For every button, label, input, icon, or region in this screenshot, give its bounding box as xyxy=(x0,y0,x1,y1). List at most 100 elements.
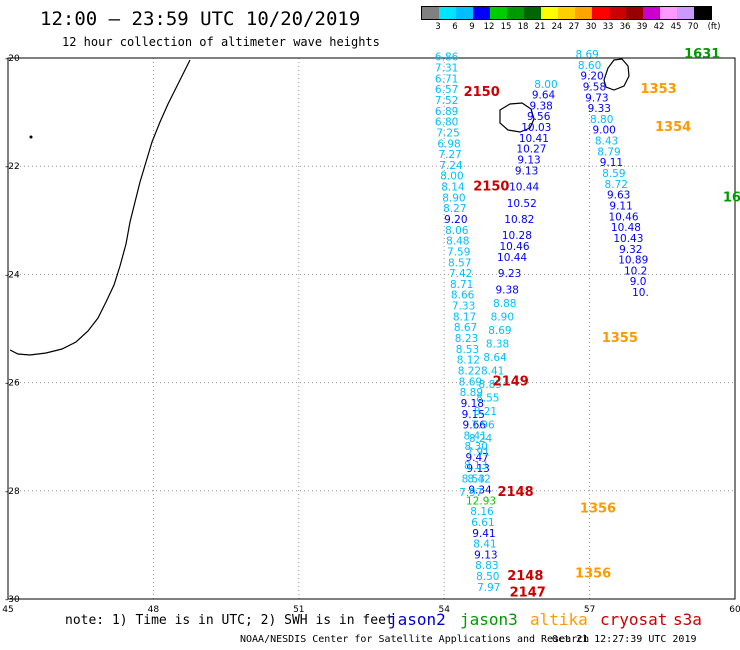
lon-tick-label: 57 xyxy=(584,605,595,615)
swh-value-label: 10.82 xyxy=(504,214,534,226)
reunion-coastline xyxy=(499,102,535,133)
colorbar-tick-label: 24 xyxy=(551,22,563,32)
colorbar-tick-label: 21 xyxy=(534,22,546,32)
swh-value-label: 8.53 xyxy=(456,344,479,356)
colorbar-swatch xyxy=(660,7,677,19)
swh-value-label: 10.89 xyxy=(618,255,648,267)
swh-value-label: 9.13 xyxy=(515,165,538,177)
pass-time-label: 2150 xyxy=(464,85,500,100)
pass-time-label: 2148 xyxy=(498,485,534,500)
swh-value-label: 9.66 xyxy=(463,420,487,432)
colorbar-tick-label: 42 xyxy=(653,22,665,32)
swh-value-label: 8.71 xyxy=(450,279,473,291)
swh-value-label: 8.57 xyxy=(448,257,471,269)
colorbar-swatch xyxy=(643,7,660,19)
swh-value-label: 8.67 xyxy=(454,322,477,334)
swh-value-label: 7.59 xyxy=(447,246,470,258)
colorbar-swatch xyxy=(439,7,456,19)
colorbar-swatch xyxy=(609,7,626,19)
swh-value-label: 8.43 xyxy=(595,136,618,148)
swh-value-label: 10.46 xyxy=(608,211,638,223)
swh-value-label: 10.52 xyxy=(507,198,537,210)
swh-value-label: 8.90 xyxy=(491,311,514,323)
pass-time-label: 1353 xyxy=(640,82,676,97)
colorbar-swatch xyxy=(456,7,473,19)
swh-colorbar xyxy=(421,6,712,20)
lat-tick-label: -28 xyxy=(5,487,20,497)
swh-value-label: 8.85 xyxy=(479,379,502,391)
madagascar-coastline xyxy=(9,59,191,356)
colorbar-swatch xyxy=(541,7,558,19)
swh-value-label: 12.93 xyxy=(466,495,496,507)
swh-value-label: 7.91 xyxy=(466,447,489,459)
colorbar-swatch xyxy=(473,7,490,19)
page-title: 12:00 – 23:59 UTC 10/20/2019 xyxy=(40,8,361,30)
colorbar-swatch xyxy=(558,7,575,19)
swh-value-label: 8.23 xyxy=(455,333,478,345)
swh-value-label: 9.20 xyxy=(580,71,603,83)
footer-credit: NOAA/NESDIS Center for Satellite Applica… xyxy=(240,634,590,645)
colorbar-tick-label: 18 xyxy=(517,22,529,32)
legend-note: note: 1) Time is in UTC; 2) SWH is in fe… xyxy=(65,613,394,628)
colorbar-swatch xyxy=(575,7,592,19)
swh-value-label: 8.60 xyxy=(578,60,601,72)
swh-value-label: 8.30 xyxy=(464,441,487,453)
colorbar-tick-label: 12 xyxy=(483,22,495,32)
colorbar-swatch xyxy=(507,7,524,19)
swh-value-label: 8.22 xyxy=(458,365,481,377)
swh-value-label: 6.86 xyxy=(435,52,459,64)
swh-value-label: 8.24 xyxy=(469,433,493,445)
swh-value-label: 8.21 xyxy=(474,406,497,418)
colorbar-swatch xyxy=(524,7,541,19)
swh-value-label: 9.38 xyxy=(496,284,519,296)
pass-time-label: 1631 xyxy=(684,47,720,62)
swh-value-label: 8.41 xyxy=(464,430,487,442)
swh-value-label: 9.47 xyxy=(465,452,488,464)
swh-value-label: 10.27 xyxy=(516,144,546,156)
swh-value-label: 8.66 xyxy=(451,290,475,302)
swh-value-label: 8.41 xyxy=(473,539,496,551)
swh-value-label: 8.14 xyxy=(441,182,465,194)
pass-time-label: 2148 xyxy=(507,569,543,584)
colorbar-swatch xyxy=(422,7,439,19)
swh-value-label: 10.48 xyxy=(611,222,641,234)
swh-value-label: 9.18 xyxy=(461,398,484,410)
legend-jason3: jason3 xyxy=(460,610,518,629)
swh-value-label: 8.38 xyxy=(486,338,509,350)
colorbar-swatch xyxy=(694,7,711,19)
swh-value-label: 10.46 xyxy=(499,241,529,253)
colorbar-tick-label: 33 xyxy=(602,22,614,32)
swh-value-label: 9.11 xyxy=(609,200,632,212)
colorbar-swatch xyxy=(626,7,643,19)
lat-tick-label: -30 xyxy=(5,595,20,605)
lat-tick-label: -20 xyxy=(5,54,20,64)
swh-value-label: 8.80 xyxy=(590,114,613,126)
swh-value-label: 7.31 xyxy=(435,63,458,75)
swh-value-label: 6.80 xyxy=(435,117,458,129)
swh-value-label: 9.13 xyxy=(517,154,540,166)
colorbar-tick-label: 39 xyxy=(636,22,648,32)
swh-value-label: 8.17 xyxy=(453,311,476,323)
lon-tick-label: 45 xyxy=(2,605,13,615)
swh-value-label: 9.73 xyxy=(585,92,608,104)
swh-value-label: 8.48 xyxy=(446,236,469,248)
swh-value-label: 8.69 xyxy=(575,49,598,61)
swh-value-label: 9.32 xyxy=(619,244,642,256)
pass-time-label: 1356 xyxy=(575,566,611,581)
swh-value-label: 9.33 xyxy=(588,103,611,115)
colorbar-tick-label: 36 xyxy=(619,22,631,32)
swh-value-label: 6.57 xyxy=(435,84,458,96)
swh-value-label: 8.16 xyxy=(470,506,494,518)
swh-value-label: 8.90 xyxy=(442,192,465,204)
pass-time-label: 1355 xyxy=(602,331,638,346)
swh-value-label: 8.13 xyxy=(464,460,487,472)
swh-value-label: 9.56 xyxy=(527,111,551,123)
swh-value-label: 8.89 xyxy=(460,387,483,399)
colorbar-tick-label: 6 xyxy=(452,22,458,32)
swh-value-label: 10.41 xyxy=(519,133,549,145)
swh-value-label: 7.97 xyxy=(459,487,482,499)
swh-value-label: 9.38 xyxy=(529,100,552,112)
swh-value-label: 9.00 xyxy=(592,125,615,137)
swh-value-label: 8.88 xyxy=(493,298,516,310)
swh-value-label: 8.59 xyxy=(602,168,625,180)
